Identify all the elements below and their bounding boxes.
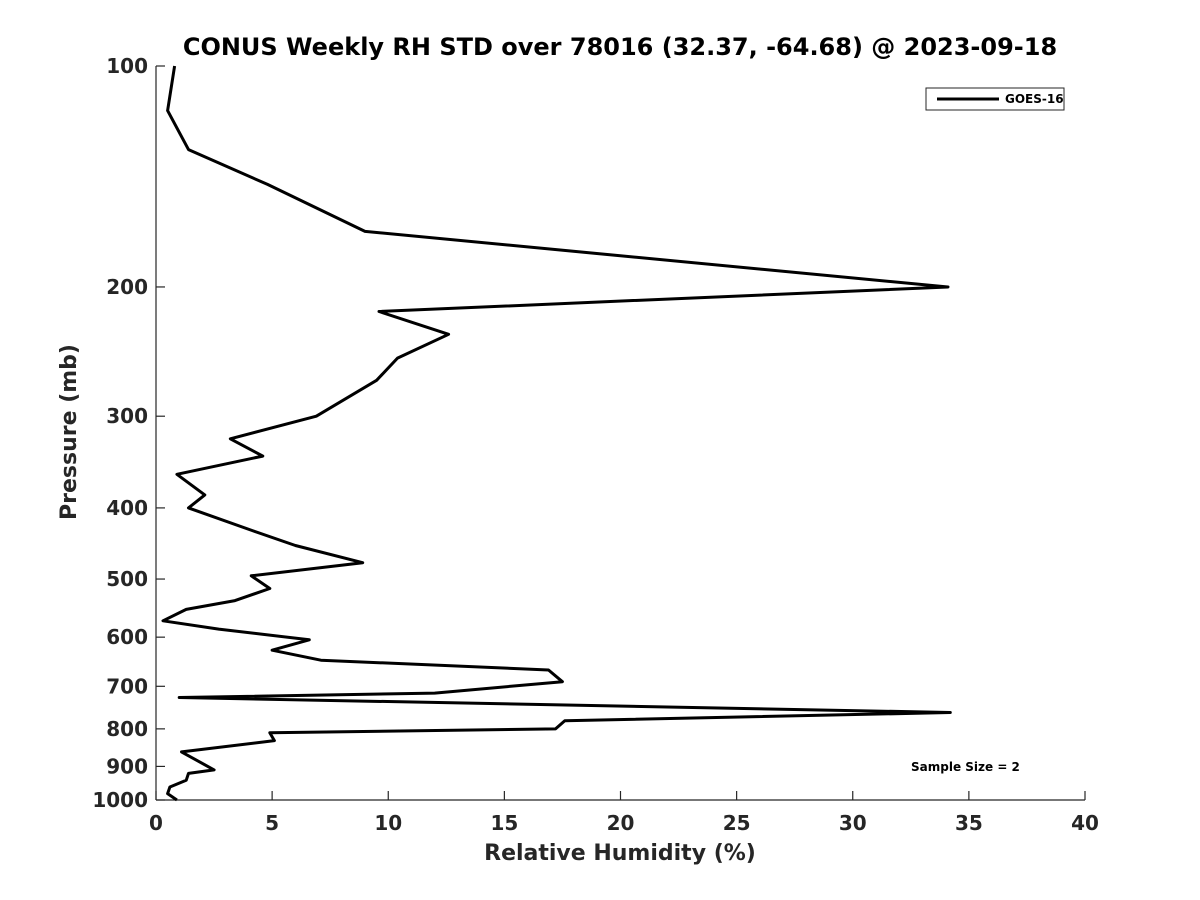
y-tick-label: 400 <box>106 496 148 520</box>
x-axis-label: Relative Humidity (%) <box>484 841 756 866</box>
y-axis-label: Pressure (mb) <box>57 344 82 520</box>
x-tick-label: 30 <box>839 811 867 835</box>
x-tick-label: 20 <box>607 811 635 835</box>
y-tick-label: 600 <box>106 625 148 649</box>
y-tick-label: 100 <box>106 54 148 78</box>
y-tick-label: 700 <box>106 674 148 698</box>
x-tick-label: 35 <box>955 811 983 835</box>
sample-size-annotation: Sample Size = 2 <box>911 760 1020 774</box>
series-layer <box>161 65 952 802</box>
series-line-goes-16 <box>161 65 952 802</box>
x-tick-label: 40 <box>1071 811 1099 835</box>
y-tick-label: 900 <box>106 754 148 778</box>
x-tick-label: 0 <box>149 811 163 835</box>
x-axis-ticks: 0 5 10 15 20 25 30 35 40 <box>149 791 1099 835</box>
chart-title: CONUS Weekly RH STD over 78016 (32.37, -… <box>183 33 1057 61</box>
y-tick-label: 200 <box>106 275 148 299</box>
y-tick-label: 300 <box>106 404 148 428</box>
legend-label-goes-16: GOES-16 <box>1005 92 1064 106</box>
x-tick-label: 5 <box>265 811 279 835</box>
legend: GOES-16 <box>925 87 1065 111</box>
y-axis-ticks: 100 200 300 400 500 600 700 800 900 1000 <box>92 54 165 812</box>
y-tick-label: 500 <box>106 567 148 591</box>
x-tick-label: 10 <box>374 811 402 835</box>
x-tick-label: 15 <box>490 811 518 835</box>
y-tick-label: 1000 <box>92 788 148 812</box>
x-tick-label: 25 <box>723 811 751 835</box>
y-tick-label: 800 <box>106 717 148 741</box>
plot-area: 0 5 10 15 20 25 30 35 40 100 200 300 400 500 600 700 80… <box>92 54 1099 835</box>
